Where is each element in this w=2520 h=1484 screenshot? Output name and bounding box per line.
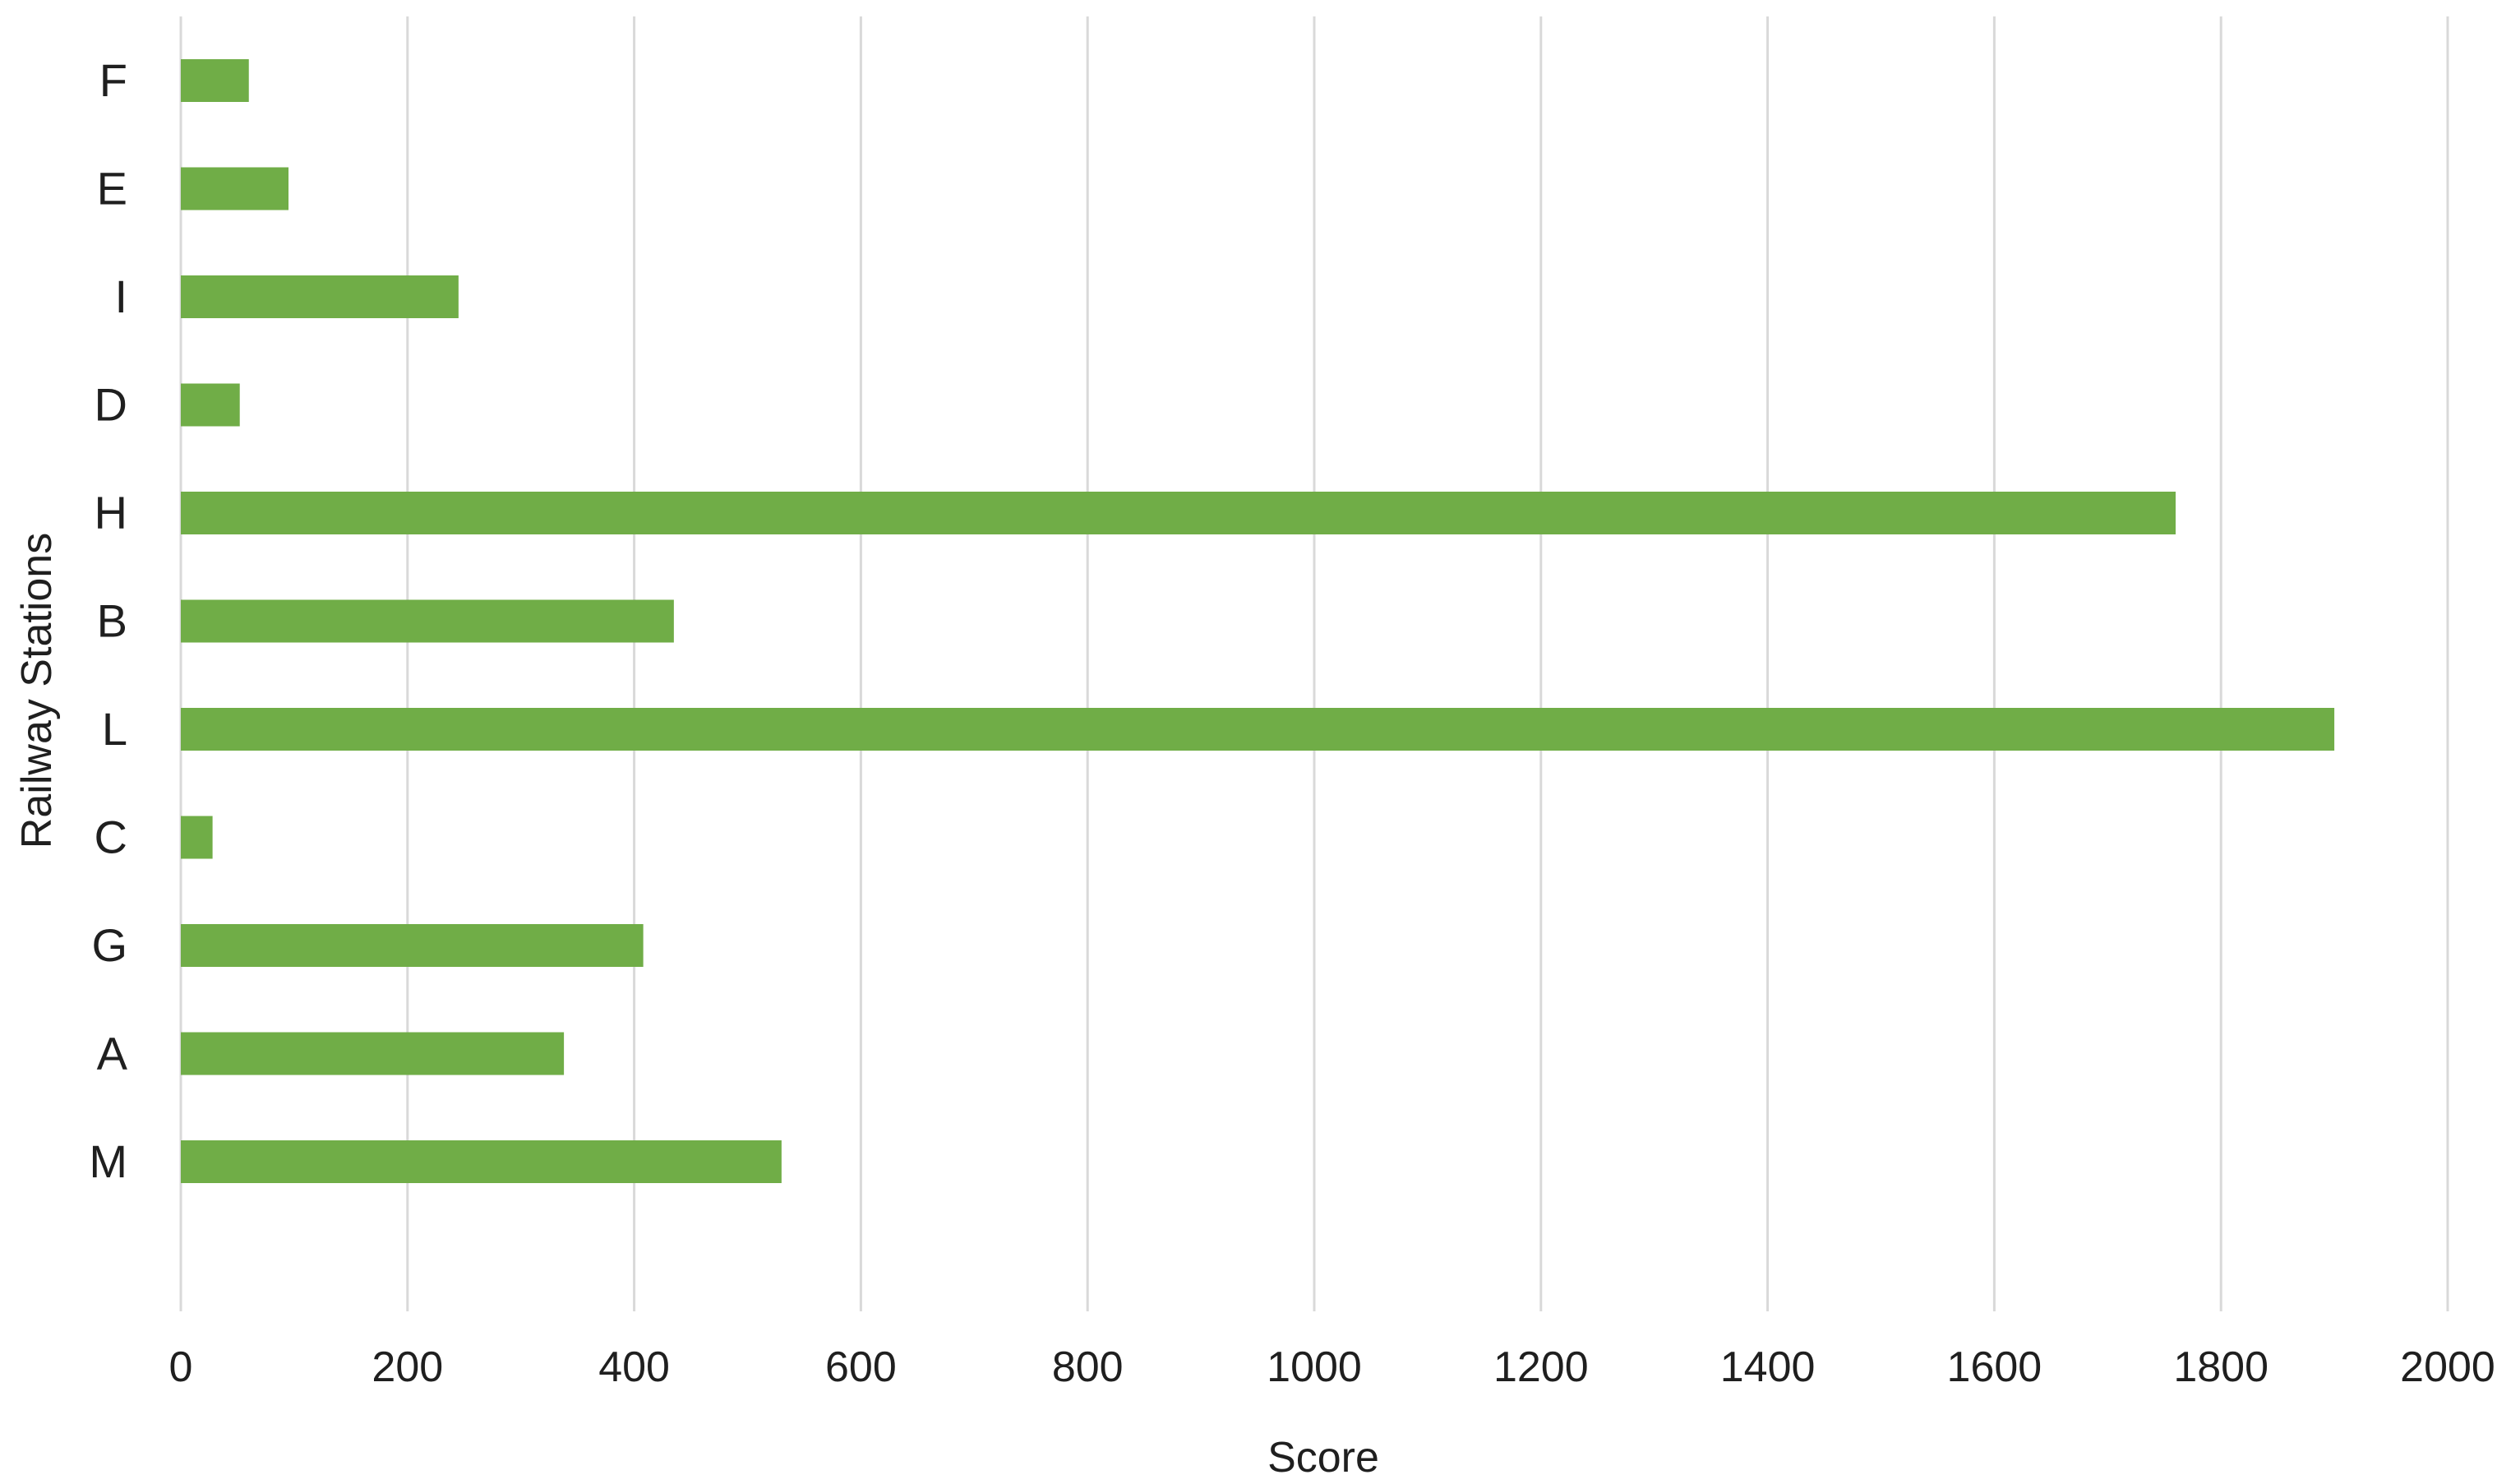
x-tick-label: 2000: [2400, 1343, 2495, 1391]
bar-F: [181, 59, 249, 102]
bar-H: [181, 492, 2176, 534]
x-tick-label: 400: [598, 1343, 670, 1391]
y-category-label: L: [102, 703, 127, 755]
x-tick-label: 1400: [1720, 1343, 1816, 1391]
y-category-label: F: [99, 54, 127, 106]
x-tick-label: 200: [372, 1343, 443, 1391]
x-tick-label: 800: [1052, 1343, 1124, 1391]
y-category-label: B: [97, 595, 127, 647]
x-tick-label: 0: [169, 1343, 193, 1391]
y-category-label: I: [114, 270, 127, 322]
y-axis-title: Railway Stations: [13, 533, 61, 848]
bar-B: [181, 599, 674, 643]
bar-M: [181, 1140, 782, 1183]
y-category-labels: F E I D H B L C G A M: [89, 54, 127, 1187]
bar-L: [181, 708, 2335, 751]
y-category-label: C: [95, 811, 127, 863]
bars: [181, 59, 2335, 1183]
bar-D: [181, 383, 240, 427]
gridlines: [179, 16, 2449, 1311]
bar-G: [181, 924, 644, 967]
y-category-label: H: [95, 487, 127, 539]
x-tick-labels: 0 200 400 600 800 1000 1200 1400 1600 1800 2000: [169, 1343, 2495, 1391]
y-category-label: A: [97, 1028, 128, 1079]
bar-I: [181, 275, 459, 318]
y-category-label: M: [89, 1135, 127, 1187]
x-tick-label: 1800: [2173, 1343, 2268, 1391]
x-tick-label: 600: [825, 1343, 897, 1391]
x-tick-label: 1000: [1267, 1343, 1362, 1391]
bar-C: [181, 816, 213, 859]
y-category-label: G: [91, 919, 127, 971]
x-tick-label: 1200: [1493, 1343, 1589, 1391]
y-category-label: D: [95, 379, 127, 431]
x-axis-title: Score: [1267, 1434, 1379, 1482]
y-category-label: E: [97, 163, 127, 215]
bar-E: [181, 167, 289, 210]
bar-A: [181, 1032, 565, 1075]
x-tick-label: 1600: [1947, 1343, 2042, 1391]
